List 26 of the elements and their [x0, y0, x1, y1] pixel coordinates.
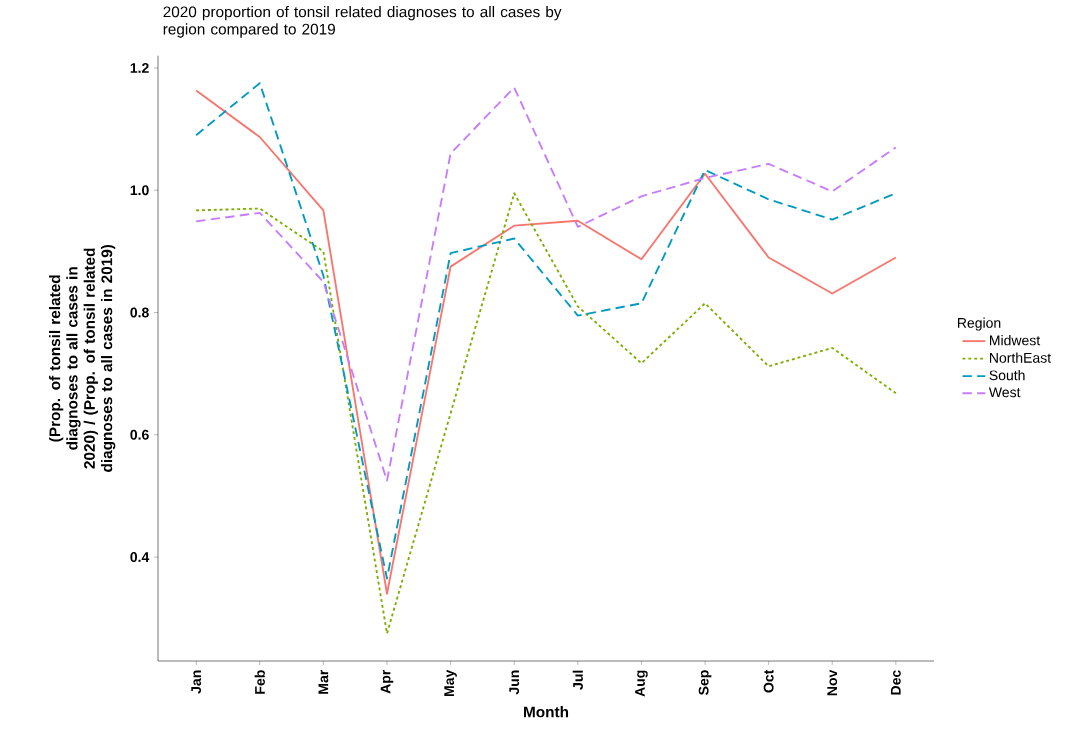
y-tick-label: 1.0 — [130, 185, 149, 196]
y-tick-label: 1.2 — [130, 63, 149, 73]
x-tick-label: Feb — [254, 670, 265, 694]
legend-title: Region — [958, 317, 1001, 331]
x-tick-label: Jun — [509, 670, 520, 695]
x-tick-label: Oct — [763, 669, 774, 693]
x-tick-label: Dec — [890, 670, 901, 695]
x-tick-label: May — [444, 669, 457, 696]
x-tick-label: Jul — [572, 670, 583, 690]
y-tick-label: 0.8 — [130, 307, 149, 318]
x-tick-label: Nov — [827, 669, 838, 696]
y-tick-label: 0.6 — [130, 429, 149, 440]
legend-label: NorthEast — [990, 352, 1051, 363]
legend-label: South — [989, 370, 1025, 381]
x-tick-label: Aug — [635, 670, 648, 697]
x-tick-label: Mar — [318, 669, 329, 694]
x-axis-title: Month — [524, 706, 569, 718]
legend-label: West — [988, 387, 1021, 398]
x-tick-label: Apr — [380, 669, 394, 694]
y-axis-title: (Prop. of tonsil related diagnoses to all cases in 2020) / (Prop. of tonsil related diagnoses to all cases in 2019) — [48, 244, 116, 472]
x-tick-label: Sep — [698, 670, 712, 695]
y-tick-label: 0.4 — [130, 552, 150, 563]
x-tick-label: Jan — [191, 670, 202, 694]
chart-title: 2020 proportion of tonsil related diagnoses to all cases by region compared to 2019 — [163, 6, 562, 38]
line-series — [195, 86, 897, 482]
legend-label: Midwest — [990, 335, 1041, 346]
